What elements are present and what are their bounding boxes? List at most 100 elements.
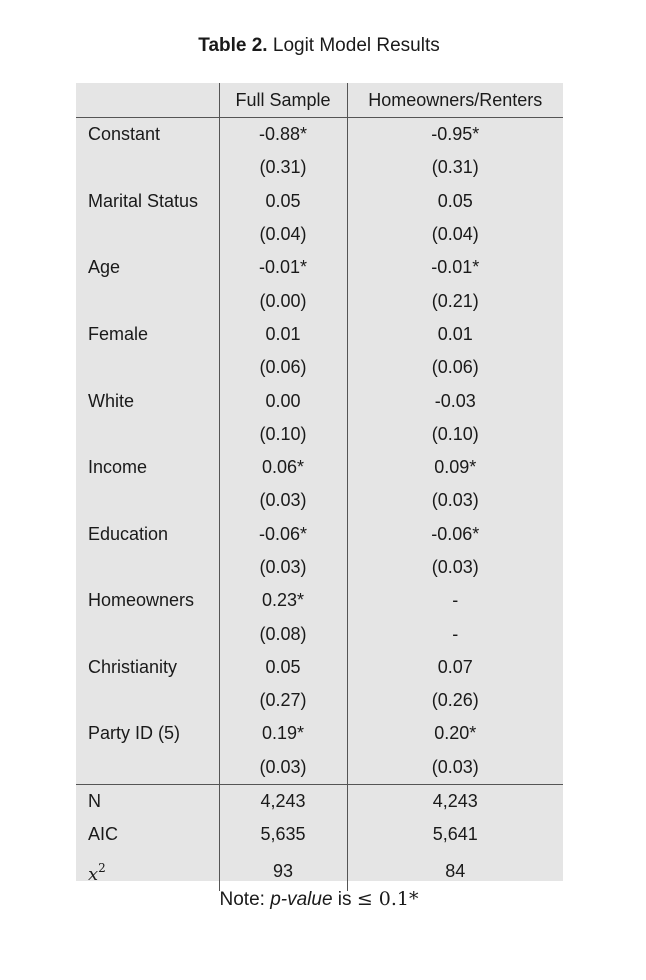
row-label: AIC	[88, 824, 119, 845]
full-sample-value: -0.88*	[218, 117, 347, 152]
homeowners-renters-value: 5,641	[346, 818, 563, 852]
table-row: (0.10) (0.10)	[76, 417, 563, 451]
homeowners-renters-value: -	[346, 584, 563, 618]
homeowners-renters-value: (0.26)	[346, 684, 563, 718]
row-label: x2	[76, 852, 219, 891]
statistics-rows: N 4,243 4,243 AIC 5,635 5,641 x2 93 84	[76, 783, 563, 891]
note-prefix: Note:	[219, 889, 271, 910]
full-sample-value: (0.03)	[218, 484, 347, 518]
stat-row: x2 93 84	[76, 851, 563, 891]
full-sample-value: -0.01*	[218, 251, 347, 285]
coefficient-rows: Constant -0.88* -0.95* (0.31) (0.31) Marital …	[76, 117, 563, 785]
header-blank	[76, 83, 219, 118]
homeowners-renters-value: (0.03)	[346, 550, 563, 585]
stat-row: N 4,243 4,243	[76, 783, 563, 819]
homeowners-renters-value: -0.95*	[346, 117, 563, 152]
row-label: N	[76, 783, 219, 819]
row-label	[76, 218, 219, 251]
homeowners-renters-value: (0.06)	[346, 351, 563, 385]
row-label: Marital Status	[88, 190, 199, 211]
table-row: Age -0.01* -0.01*	[76, 251, 563, 285]
row-label: Female	[88, 323, 149, 344]
full-sample-value: 5,635	[218, 818, 347, 852]
header-full-sample: Full Sample	[218, 83, 347, 118]
table-row: Party ID (5) 0.19* 0.20*	[76, 717, 563, 751]
full-sample-value: 0.00	[218, 384, 347, 418]
full-sample-value: (0.00)	[218, 284, 347, 318]
row-label	[76, 484, 219, 517]
homeowners-renters-value: 0.20*	[346, 717, 563, 751]
full-sample-value: 0.01	[218, 317, 347, 352]
note-pvalue: p-value	[270, 889, 333, 910]
row-label: Education	[88, 523, 169, 544]
row-label	[76, 551, 219, 584]
table-row: (0.00) (0.21)	[76, 284, 563, 318]
table-row: Marital Status 0.05 0.05	[76, 184, 563, 218]
table-row: Homeowners 0.23* -	[76, 584, 563, 618]
row-label	[76, 751, 219, 785]
table-row: Education -0.06* -0.06*	[76, 517, 563, 551]
note-middle: is	[332, 889, 357, 910]
logit-results-table: Full Sample Homeowners/Renters Constant -…	[76, 83, 563, 891]
table-row: Christianity 0.05 0.07	[76, 650, 563, 685]
full-sample-value: (0.06)	[218, 351, 347, 385]
table-row: (0.08) -	[76, 617, 563, 651]
homeowners-renters-value: (0.03)	[346, 484, 563, 518]
header-row: Full Sample Homeowners/Renters	[76, 83, 563, 118]
row-label	[76, 684, 219, 717]
full-sample-value: 0.05	[218, 650, 347, 685]
full-sample-value: 93	[218, 851, 347, 891]
full-sample-value: 4,243	[218, 783, 347, 819]
homeowners-renters-value: -	[346, 617, 563, 651]
full-sample-value: 0.23*	[218, 584, 347, 618]
results-table-container: Full Sample Homeowners/Renters Constant -…	[76, 83, 563, 891]
table-caption: Table 2. Logit Model Results	[0, 34, 638, 58]
homeowners-renters-value: (0.21)	[346, 284, 563, 318]
row-label	[76, 418, 219, 451]
full-sample-value: (0.03)	[218, 750, 347, 785]
row-label: White	[88, 390, 135, 411]
homeowners-renters-value: 0.09*	[346, 450, 563, 485]
table-row: White 0.00 -0.03	[76, 384, 563, 418]
row-label: Income	[88, 457, 148, 478]
row-label	[76, 284, 219, 317]
homeowners-renters-value: 4,243	[346, 783, 563, 819]
header-homeowners-renters: Homeowners/Renters	[346, 83, 563, 118]
full-sample-value: 0.19*	[218, 717, 347, 751]
full-sample-value: (0.03)	[218, 550, 347, 585]
table-row: (0.03) (0.03)	[76, 484, 563, 518]
full-sample-value: (0.31)	[218, 151, 347, 185]
table-note: Note: p-value is ≤ 0.1*	[0, 885, 638, 914]
homeowners-renters-value: 0.05	[346, 184, 563, 218]
chi-square-exponent: 2	[98, 860, 106, 875]
row-label: Party ID (5)	[88, 723, 181, 744]
table-row: (0.27) (0.26)	[76, 684, 563, 718]
table-row: Constant -0.88* -0.95*	[76, 117, 563, 152]
table-row: (0.03) (0.03)	[76, 550, 563, 585]
table-row: (0.31) (0.31)	[76, 151, 563, 185]
homeowners-renters-value: (0.03)	[346, 750, 563, 785]
stat-row: AIC 5,635 5,641	[76, 818, 563, 852]
row-label: Christianity	[88, 656, 178, 677]
homeowners-renters-value: -0.01*	[346, 251, 563, 285]
full-sample-value: (0.27)	[218, 684, 347, 718]
full-sample-value: 0.05	[218, 184, 347, 218]
homeowners-renters-value: -0.06*	[346, 517, 563, 551]
note-threshold: ≤ 0.1*	[356, 888, 419, 910]
table-row: (0.06) (0.06)	[76, 351, 563, 385]
row-label	[76, 617, 219, 650]
row-label: Age	[88, 257, 121, 278]
chi-square-symbol: x	[88, 863, 99, 885]
homeowners-renters-value: (0.31)	[346, 151, 563, 185]
homeowners-renters-value: 84	[346, 851, 563, 891]
row-label	[76, 351, 219, 384]
full-sample-value: 0.06*	[218, 450, 347, 485]
full-sample-value: (0.04)	[218, 217, 347, 252]
homeowners-renters-value: (0.10)	[346, 417, 563, 451]
row-label	[76, 151, 219, 184]
row-label: Constant	[88, 124, 161, 145]
full-sample-value: (0.08)	[218, 617, 347, 651]
table-row: Female 0.01 0.01	[76, 317, 563, 352]
homeowners-renters-value: -0.03	[346, 384, 563, 418]
row-label: Homeowners	[88, 590, 195, 611]
